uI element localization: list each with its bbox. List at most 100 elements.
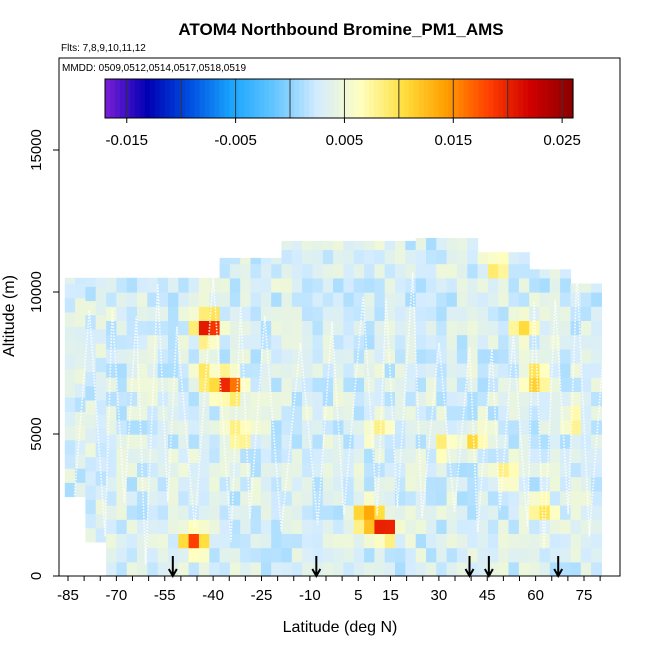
heatmap-cell <box>116 363 128 378</box>
heatmap-cell <box>405 320 417 336</box>
colorbar-cell <box>423 79 430 118</box>
heatmap-cell <box>281 519 293 534</box>
heatmap-cell <box>395 434 406 449</box>
colorbar-cell <box>339 79 345 118</box>
colorbar-tick-label: -0.005 <box>214 132 257 149</box>
heatmap-cell <box>395 419 406 435</box>
heatmap-cell <box>384 240 396 250</box>
heatmap-cell <box>364 419 375 435</box>
heatmap-cell <box>250 363 262 378</box>
colorbar-cell <box>299 79 305 118</box>
colorbar-cell <box>458 79 465 118</box>
heatmap-cell <box>374 263 386 279</box>
heatmap-cell <box>209 505 221 520</box>
heatmap-cell <box>405 240 417 250</box>
heatmap-cell <box>126 292 138 307</box>
heatmap-cell <box>436 419 448 435</box>
heatmap-cell <box>518 405 530 421</box>
heatmap-cell <box>436 490 448 506</box>
heatmap-cell <box>364 334 375 350</box>
heatmap-cell <box>312 263 324 279</box>
heatmap-cell <box>384 405 396 421</box>
heatmap-cell <box>570 490 582 506</box>
heatmap-cell <box>426 547 437 563</box>
flights-subtitle: Flts: 7,8,9,10,11,12 <box>61 43 146 54</box>
heatmap-cell <box>312 377 324 392</box>
heatmap-cell <box>126 519 138 534</box>
heatmap-cell <box>95 499 107 515</box>
heatmap-cell <box>157 533 169 549</box>
heatmap-cell <box>529 448 541 463</box>
heatmap-cell <box>539 377 551 392</box>
colorbar-cell <box>159 79 166 118</box>
heatmap-cell <box>353 391 365 407</box>
heatmap-cell <box>446 238 458 250</box>
heatmap-cell <box>116 533 128 549</box>
heatmap-cell <box>477 252 489 265</box>
heatmap-cell <box>95 428 107 444</box>
heatmap-cell <box>456 505 468 520</box>
heatmap-cell <box>271 263 283 279</box>
heatmap-cell <box>549 377 561 392</box>
heatmap-cell <box>415 533 427 549</box>
heatmap-cell <box>405 277 417 293</box>
heatmap-cell <box>106 547 117 563</box>
heatmap-cell <box>291 434 303 449</box>
heatmap-cell <box>198 363 210 378</box>
heatmap-cell <box>384 434 396 449</box>
heatmap-cell <box>529 320 541 336</box>
heatmap-cell <box>456 249 468 265</box>
colorbar-cell <box>134 79 141 118</box>
heatmap-cell <box>405 505 417 520</box>
heatmap-cell <box>405 561 417 577</box>
heatmap-cell <box>405 348 417 364</box>
heatmap-cell <box>436 263 448 279</box>
heatmap-cell <box>477 419 489 435</box>
heatmap-cell <box>333 348 344 364</box>
heatmap-cell <box>209 405 221 421</box>
heatmap-cell <box>405 533 417 549</box>
heatmap-cell <box>116 277 128 293</box>
heatmap-cell <box>75 368 86 384</box>
heatmap-cell <box>529 334 541 350</box>
heatmap-cell <box>560 363 571 378</box>
colorbar-cell <box>119 79 126 118</box>
heatmap-cell <box>240 476 252 492</box>
colorbar-cell <box>393 79 400 118</box>
heatmap-cell <box>353 448 365 463</box>
heatmap-cell <box>467 533 479 549</box>
heatmap-cell <box>219 257 231 265</box>
heatmap-cell <box>508 363 520 378</box>
heatmap-cell <box>168 306 179 321</box>
heatmap-cell <box>529 547 541 563</box>
heatmap-cell <box>395 476 406 492</box>
heatmap-cell <box>281 292 293 307</box>
heatmap-cell <box>508 277 520 293</box>
heatmap-cell <box>467 419 479 435</box>
heatmap-cell <box>446 334 458 350</box>
heatmap-cell <box>126 334 138 350</box>
heatmap-cell <box>529 476 541 492</box>
heatmap-cell <box>312 476 324 492</box>
heatmap-cell <box>291 306 303 321</box>
heatmap-cell <box>168 405 179 421</box>
heatmap-cell <box>518 448 530 463</box>
colorbar-cell <box>314 79 320 118</box>
heatmap-cell <box>95 328 107 344</box>
heatmap-cell <box>560 320 571 336</box>
heatmap-cell <box>209 561 221 577</box>
heatmap-cell <box>456 306 468 321</box>
heatmap-cell <box>446 320 458 336</box>
heatmap-cell <box>64 277 76 285</box>
heatmap-cell <box>436 391 448 407</box>
heatmap-cell <box>126 490 138 506</box>
heatmap-cell <box>529 363 541 378</box>
heatmap-cell <box>260 561 272 577</box>
x-tick-label: -10 <box>299 587 321 604</box>
heatmap-cell <box>384 547 396 563</box>
heatmap-cell <box>147 533 159 549</box>
heatmap-cell <box>374 320 386 336</box>
heatmap-cell <box>64 283 76 299</box>
heatmap-cell <box>467 334 479 350</box>
heatmap-cell <box>591 519 602 534</box>
